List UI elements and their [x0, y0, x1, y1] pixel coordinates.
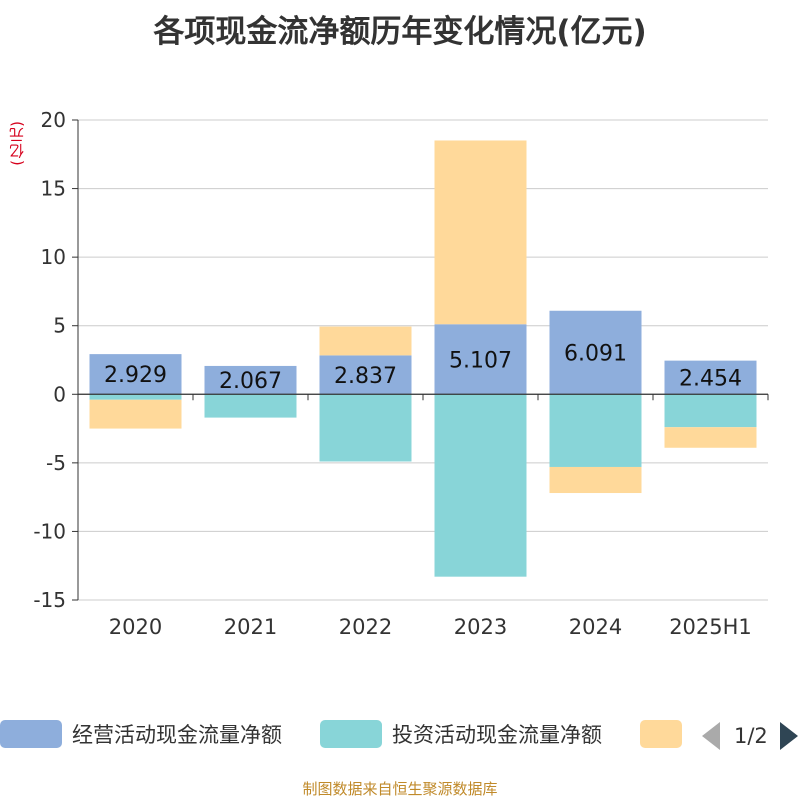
bar-2025H1-series-2	[664, 427, 757, 448]
y-tick-label: 15	[41, 177, 66, 201]
y-tick-label: 5	[53, 314, 66, 338]
bar-2023-series-0	[434, 324, 527, 395]
bar-2022-series-2	[319, 326, 412, 356]
legend-item-financing[interactable]	[640, 716, 692, 752]
bar-2020-series-1	[89, 394, 182, 400]
bar-2020-series-2	[89, 399, 182, 429]
x-tick-label-2022: 2022	[339, 615, 392, 639]
data-label-2020: 2.929	[104, 363, 167, 388]
bar-2024-series-2	[549, 466, 642, 494]
y-tick-label: 20	[41, 108, 66, 132]
bar-2024-series-0	[549, 310, 642, 395]
legend-label-investing: 投资活动现金流量净额	[392, 723, 602, 747]
chart-title: 各项现金流净额历年变化情况(亿元)	[153, 14, 647, 50]
bar-2024-series-1	[549, 394, 642, 467]
legend-swatch-financing	[640, 720, 682, 748]
x-tick-label-2020: 2020	[109, 615, 162, 639]
data-label-2021: 2.067	[219, 369, 282, 394]
x-tick-label-2025H1: 2025H1	[669, 615, 752, 639]
bar-2022-series-1	[319, 394, 412, 462]
x-tick-label-2021: 2021	[224, 615, 277, 639]
next-page-icon[interactable]	[779, 722, 798, 750]
x-tick-label-2023: 2023	[454, 615, 507, 639]
y-tick-label: 10	[41, 245, 66, 269]
y-tick-label: 0	[53, 382, 66, 406]
legend-swatch-investing	[320, 720, 382, 748]
bar-2021-series-0	[204, 365, 297, 395]
legend-label-operating: 经营活动现金流量净额	[72, 723, 282, 747]
legend: 经营活动现金流量净额 投资活动现金流量净额 1/2	[0, 716, 800, 756]
bar-2022-series-0	[319, 355, 412, 395]
data-label-2022: 2.837	[334, 364, 397, 389]
chart-canvas: -15 -10 -5 0 5 10 15 20 2.929 2.067 2.837 5.107 6.09…	[33, 108, 769, 639]
legend-item-operating[interactable]: 经营活动现金流量净额	[0, 716, 282, 752]
bar-2020-series-0	[89, 354, 182, 395]
x-tick-label-2024: 2024	[569, 615, 622, 639]
data-label-2024: 6.091	[564, 342, 627, 367]
data-source-note: 制图数据来自恒生聚源数据库	[302, 780, 498, 798]
legend-page-indicator: 1/2	[734, 724, 768, 748]
legend-swatch-operating	[0, 720, 62, 748]
y-tick-label: -5	[46, 451, 66, 475]
bar-2025H1-series-0	[664, 360, 757, 395]
prev-page-icon[interactable]	[702, 722, 720, 750]
bar-2021-series-1	[204, 394, 297, 418]
bar-2023-series-1	[434, 394, 527, 577]
bar-2025H1-series-1	[664, 394, 757, 428]
data-label-2025H1: 2.454	[679, 366, 742, 391]
y-tick-label: -15	[33, 588, 66, 612]
data-label-2023: 5.107	[449, 348, 512, 373]
legend-pager: 1/2	[702, 722, 798, 750]
y-tick-label: -10	[33, 519, 66, 543]
legend-item-investing[interactable]: 投资活动现金流量净额	[320, 716, 602, 752]
bar-2023-series-2	[434, 140, 527, 325]
